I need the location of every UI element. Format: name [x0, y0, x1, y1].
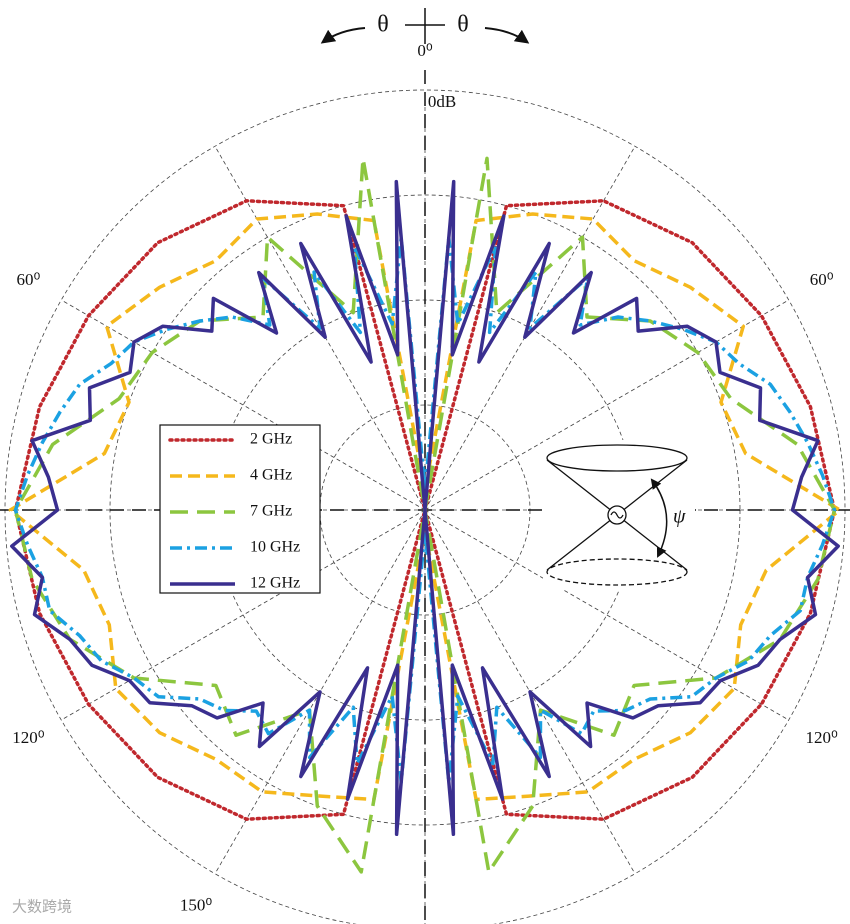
theta-indicator: θ θ	[320, 8, 530, 44]
legend-label: 10 GHz	[250, 539, 300, 556]
legend-box	[159, 424, 321, 594]
legend-label: 12 GHz	[250, 575, 300, 592]
psi-label: ψ	[673, 506, 686, 528]
theta-label: θ	[377, 12, 389, 38]
grid-spoke	[61, 509, 426, 721]
legend-label: 7 GHz	[250, 503, 292, 520]
legend-label: 4 GHz	[250, 467, 292, 484]
legend: 2 GHz 4 GHz 7 GHz 10 GHz 12 GHz	[159, 424, 321, 594]
antenna-diagram: ψ	[543, 440, 695, 590]
legend-label: 2 GHz	[250, 431, 292, 448]
r-tick-label: 0dB	[428, 92, 456, 111]
theta-label: θ	[457, 12, 469, 38]
grid-spoke	[424, 299, 789, 511]
theta-tick-label: 0⁰	[417, 41, 433, 60]
theta-tick-label: 120⁰	[805, 728, 838, 747]
grid-spoke	[424, 509, 789, 721]
watermark: 大数跨境	[12, 898, 72, 916]
theta-tick-label: 60⁰	[16, 270, 40, 289]
series-line	[10, 179, 840, 837]
grid-spoke	[61, 299, 426, 511]
theta-tick-label: 150⁰	[180, 896, 213, 915]
curves	[8, 156, 842, 874]
series-line	[8, 212, 842, 802]
theta-tick-label: 60⁰	[810, 270, 834, 289]
theta-tick-label: 120⁰	[12, 728, 45, 747]
